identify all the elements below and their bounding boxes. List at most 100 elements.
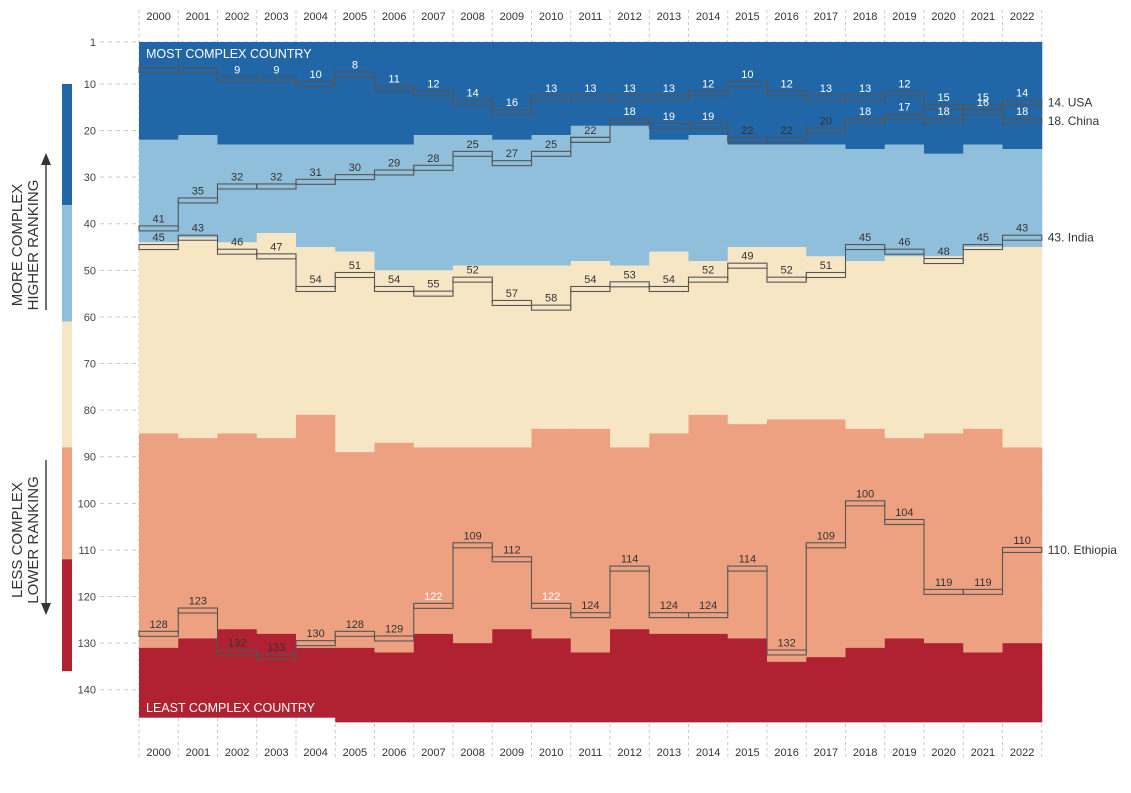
band-less-complex bbox=[413, 447, 454, 634]
year-label-bottom: 2005 bbox=[343, 747, 367, 759]
band-more-complex bbox=[531, 135, 572, 266]
ethiopia-value-label: 124 bbox=[581, 600, 599, 612]
usa-value-label: 12 bbox=[427, 78, 439, 90]
year-label-top: 2013 bbox=[657, 11, 681, 23]
lower-axis-label-1: LESS COMPLEX bbox=[9, 482, 26, 598]
band-middle bbox=[531, 265, 572, 429]
china-value-label: 22 bbox=[781, 125, 793, 137]
china-value-label: 22 bbox=[741, 125, 753, 137]
band-least-complex bbox=[256, 633, 297, 718]
band-least-complex bbox=[767, 661, 807, 723]
year-label-bottom: 2010 bbox=[539, 747, 563, 759]
year-label-bottom: 2016 bbox=[774, 747, 798, 759]
year-label-top: 2000 bbox=[146, 11, 170, 23]
year-label-top: 2003 bbox=[264, 11, 288, 23]
year-label-bottom: 2004 bbox=[303, 747, 327, 759]
ethiopia-value-label: 122 bbox=[424, 591, 442, 603]
y-tick-label: 70 bbox=[84, 359, 96, 371]
year-label-bottom: 2020 bbox=[931, 747, 955, 759]
year-label-bottom: 2002 bbox=[225, 747, 249, 759]
band-less-complex bbox=[806, 419, 846, 658]
band-less-complex bbox=[884, 438, 925, 639]
band-least-complex bbox=[296, 647, 336, 718]
band-most-complex bbox=[924, 42, 964, 154]
year-label-top: 2016 bbox=[774, 11, 798, 23]
upper-value-label: 25 bbox=[467, 139, 479, 151]
band-more-complex bbox=[1002, 149, 1043, 248]
band-less-complex bbox=[924, 433, 964, 644]
ethiopia-value-label: 123 bbox=[189, 596, 207, 608]
upper-value-label: 28 bbox=[427, 153, 439, 165]
usa-value-label: 9 bbox=[234, 64, 240, 76]
usa-value-label: 14 bbox=[467, 88, 479, 100]
band-least-complex bbox=[492, 629, 532, 723]
band-less-complex bbox=[570, 428, 611, 653]
year-label-top: 2017 bbox=[814, 11, 838, 23]
band-middle bbox=[727, 247, 768, 425]
china-value-label: 22 bbox=[584, 125, 596, 137]
upper-value-label: 32 bbox=[231, 171, 243, 183]
year-label-top: 2014 bbox=[696, 11, 720, 23]
band-less-complex bbox=[1002, 447, 1043, 644]
band-less-complex bbox=[217, 433, 258, 630]
india-value-label: 57 bbox=[506, 288, 518, 300]
band-most-complex bbox=[413, 42, 454, 136]
band-less-complex bbox=[453, 447, 493, 644]
india-value-label: 43 bbox=[192, 223, 204, 235]
india-value-label: 43 bbox=[1016, 223, 1028, 235]
year-label-bottom: 2000 bbox=[146, 747, 170, 759]
upper-value-label: 41 bbox=[153, 213, 165, 225]
ethiopia-value-label: 128 bbox=[149, 619, 167, 631]
band-less-complex bbox=[256, 438, 297, 634]
band-more-complex bbox=[570, 125, 611, 262]
band-middle bbox=[492, 265, 532, 448]
band-middle bbox=[374, 270, 415, 443]
india-segment bbox=[1001, 234, 1043, 241]
band-least-complex bbox=[884, 638, 925, 723]
band-middle bbox=[296, 247, 336, 415]
upper-value-label: 35 bbox=[192, 185, 204, 197]
usa-value-label: 8 bbox=[352, 60, 358, 72]
usa-end-label: 14. USA bbox=[1048, 96, 1093, 110]
year-label-bottom: 2014 bbox=[696, 747, 720, 759]
upper-value-label: 27 bbox=[506, 148, 518, 160]
china-value-label: 19 bbox=[663, 111, 675, 123]
year-label-top: 2008 bbox=[460, 11, 484, 23]
left-legend-bar bbox=[62, 83, 72, 206]
y-tick-label: 110 bbox=[78, 545, 96, 557]
year-label-bottom: 2007 bbox=[421, 747, 445, 759]
china-end-label: 18. China bbox=[1048, 114, 1100, 128]
left-legend-bar bbox=[62, 321, 72, 448]
ethiopia-value-label: 128 bbox=[346, 619, 364, 631]
band-least-complex bbox=[335, 647, 375, 723]
year-label-top: 2018 bbox=[853, 11, 877, 23]
band-middle bbox=[688, 261, 729, 415]
year-label-bottom: 2001 bbox=[186, 747, 210, 759]
down-arrow-head bbox=[41, 603, 51, 615]
band-most-complex bbox=[217, 42, 258, 145]
usa-value-label: 15 bbox=[938, 92, 950, 104]
band-middle bbox=[767, 247, 807, 420]
usa-value-label: 11 bbox=[388, 74, 399, 86]
year-label-top: 2015 bbox=[735, 11, 759, 23]
band-more-complex bbox=[924, 153, 964, 257]
india-value-label: 47 bbox=[270, 241, 282, 253]
band-most-complex bbox=[296, 42, 336, 145]
usa-value-label: 15 bbox=[977, 92, 989, 104]
upper-value-label: 29 bbox=[388, 157, 400, 169]
band-less-complex bbox=[296, 414, 336, 648]
band-least-complex bbox=[727, 638, 768, 723]
band-less-complex bbox=[688, 414, 729, 634]
year-label-bottom: 2017 bbox=[814, 747, 838, 759]
left-legend-bar bbox=[62, 205, 72, 322]
band-least-complex bbox=[845, 647, 886, 723]
year-label-top: 2020 bbox=[931, 11, 955, 23]
india-value-label: 54 bbox=[310, 274, 322, 286]
ethiopia-value-label: 129 bbox=[385, 623, 403, 635]
ethiopia-value-label: 119 bbox=[935, 577, 953, 589]
usa-value-label: 14 bbox=[1016, 88, 1028, 100]
india-value-label: 46 bbox=[898, 237, 910, 249]
india-value-label: 53 bbox=[624, 269, 636, 281]
year-label-top: 2004 bbox=[303, 11, 327, 23]
